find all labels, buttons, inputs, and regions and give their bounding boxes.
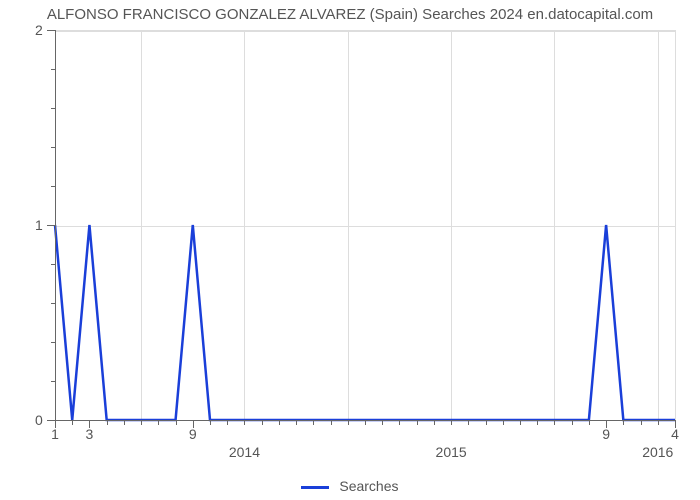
x-minor-tick (554, 420, 555, 425)
y-tick (47, 30, 55, 31)
y-minor-tick (51, 108, 55, 109)
x-minor-tick (210, 420, 211, 425)
x-minor-tick (572, 420, 573, 425)
y-minor-tick (51, 381, 55, 382)
x-year-label: 2014 (229, 444, 260, 460)
line-series (55, 30, 675, 420)
x-year-label: 2015 (436, 444, 467, 460)
y-minor-tick (51, 69, 55, 70)
x-tick (55, 420, 56, 428)
x-minor-tick (141, 420, 142, 425)
y-tick-label: 1 (35, 217, 43, 233)
x-tick (675, 420, 676, 428)
x-minor-tick (537, 420, 538, 425)
x-minor-tick (348, 420, 349, 425)
x-month-label: 9 (602, 426, 610, 442)
chart-container: ALFONSO FRANCISCO GONZALEZ ALVAREZ (Spai… (0, 0, 700, 500)
x-tick (606, 420, 607, 428)
legend-label: Searches (339, 478, 398, 494)
x-minor-tick (658, 420, 659, 425)
x-month-label: 4 (671, 426, 679, 442)
y-minor-tick (51, 264, 55, 265)
x-tick (89, 420, 90, 428)
chart-title: ALFONSO FRANCISCO GONZALEZ ALVAREZ (Spai… (0, 6, 700, 23)
y-tick-label: 0 (35, 412, 43, 428)
y-axis-line (55, 30, 56, 420)
x-month-label: 9 (189, 426, 197, 442)
x-minor-tick (623, 420, 624, 425)
x-minor-tick (520, 420, 521, 425)
x-minor-tick (107, 420, 108, 425)
x-minor-tick (589, 420, 590, 425)
x-month-label: 1 (51, 426, 59, 442)
legend-swatch (301, 486, 329, 489)
x-minor-tick (331, 420, 332, 425)
x-minor-tick (124, 420, 125, 425)
x-minor-tick (451, 420, 452, 425)
y-tick-label: 2 (35, 22, 43, 38)
x-minor-tick (486, 420, 487, 425)
x-minor-tick (279, 420, 280, 425)
y-minor-tick (51, 186, 55, 187)
x-minor-tick (641, 420, 642, 425)
y-tick (47, 225, 55, 226)
x-minor-tick (227, 420, 228, 425)
x-minor-tick (244, 420, 245, 425)
x-minor-tick (262, 420, 263, 425)
y-minor-tick (51, 147, 55, 148)
x-minor-tick (158, 420, 159, 425)
x-minor-tick (468, 420, 469, 425)
y-minor-tick (51, 342, 55, 343)
x-minor-tick (417, 420, 418, 425)
legend: Searches (0, 478, 700, 494)
x-tick (193, 420, 194, 428)
x-minor-tick (503, 420, 504, 425)
x-minor-tick (296, 420, 297, 425)
x-minor-tick (365, 420, 366, 425)
x-minor-tick (313, 420, 314, 425)
x-minor-tick (434, 420, 435, 425)
x-year-label: 2016 (642, 444, 673, 460)
x-minor-tick (399, 420, 400, 425)
x-month-label: 3 (86, 426, 94, 442)
y-tick (47, 420, 55, 421)
x-minor-tick (176, 420, 177, 425)
y-minor-tick (51, 303, 55, 304)
x-minor-tick (382, 420, 383, 425)
x-minor-tick (72, 420, 73, 425)
